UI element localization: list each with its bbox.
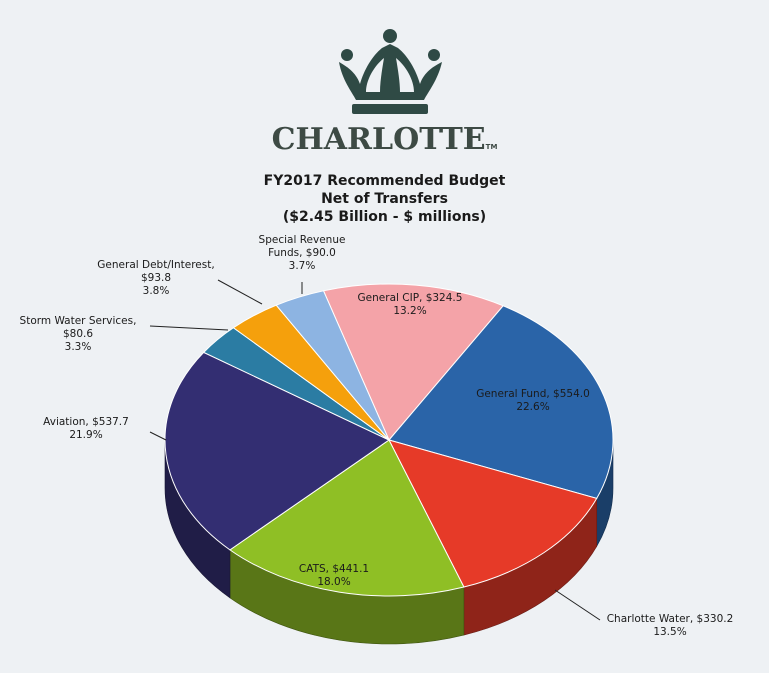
data-label-charlotte-water-1: 13.5%	[653, 626, 686, 638]
crown-icon	[339, 29, 442, 114]
data-label-general-fund-0: General Fund, $554.0	[476, 388, 590, 400]
pie-slice-charlotte-water	[388, 439, 598, 588]
data-label-storm-water-services-2: 3.3%	[65, 341, 92, 353]
leader-line-storm-water-services	[149, 325, 229, 331]
trademark: TM	[485, 143, 498, 151]
pie-labels: General CIP, $324.513.2% General Fund, $5…	[20, 234, 734, 638]
data-label-charlotte-water-0: Charlotte Water, $330.2	[607, 613, 734, 625]
pie-top-faces	[164, 283, 614, 597]
pie-slice-cats	[229, 439, 465, 597]
data-label-special-revenue-funds-2: 3.7%	[289, 260, 316, 272]
data-label-cats-0: CATS, $441.1	[299, 563, 369, 575]
data-label-special-revenue-funds-0: Special Revenue	[259, 234, 346, 246]
pie-slice-special-revenue-funds	[275, 290, 390, 441]
data-label-aviation-1: 21.9%	[69, 429, 102, 441]
data-label-general-debt-interest-1: $93.8	[141, 272, 171, 284]
data-label-general-cip-1: 13.2%	[393, 305, 426, 317]
chart-title-line-2: Net of Transfers	[321, 191, 448, 207]
leader-line-general-debt-interest	[217, 279, 263, 305]
data-label-general-debt-interest-0: General Debt/Interest,	[97, 259, 214, 271]
data-label-general-cip-0: General CIP, $324.5	[358, 292, 463, 304]
data-label-special-revenue-funds-1: Funds, $90.0	[268, 247, 336, 259]
data-label-storm-water-services-0: Storm Water Services,	[20, 315, 137, 327]
chart-title-line-3: ($2.45 Billion - $ millions)	[282, 209, 487, 225]
chart-title-line-1: FY2017 Recommended Budget	[263, 173, 506, 189]
data-label-general-debt-interest-2: 3.8%	[143, 285, 170, 297]
pie-slice-general-cip	[322, 283, 505, 441]
leader-line-charlotte-water	[554, 589, 601, 621]
data-label-cats-1: 18.0%	[317, 576, 350, 588]
data-label-storm-water-services-1: $80.6	[63, 328, 93, 340]
leader-line-aviation	[149, 431, 167, 441]
pie-slice-aviation	[164, 351, 390, 551]
logo-wordmark: CHARLOTTETM	[271, 122, 498, 157]
data-label-aviation-0: Aviation, $537.7	[43, 416, 129, 428]
data-label-general-fund-1: 22.6%	[516, 401, 549, 413]
pie-slice-general-fund	[388, 305, 614, 499]
